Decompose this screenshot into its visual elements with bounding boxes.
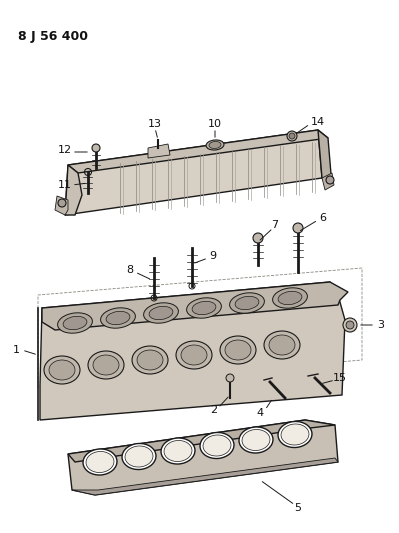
Polygon shape (68, 420, 335, 462)
Ellipse shape (206, 140, 224, 150)
Text: 6: 6 (320, 213, 326, 223)
Polygon shape (65, 165, 82, 215)
Ellipse shape (144, 303, 178, 323)
Ellipse shape (49, 360, 75, 380)
Polygon shape (55, 196, 68, 215)
Ellipse shape (220, 336, 256, 364)
Ellipse shape (192, 301, 216, 314)
Ellipse shape (326, 176, 334, 184)
Ellipse shape (343, 318, 357, 332)
Ellipse shape (161, 438, 195, 464)
Ellipse shape (181, 345, 207, 365)
Polygon shape (318, 130, 332, 186)
Ellipse shape (200, 432, 234, 458)
Ellipse shape (83, 449, 117, 475)
Text: 11: 11 (58, 180, 72, 190)
Text: 15: 15 (333, 373, 347, 383)
Text: 12: 12 (58, 145, 72, 155)
Polygon shape (40, 282, 345, 420)
Ellipse shape (187, 298, 221, 318)
Ellipse shape (235, 296, 259, 310)
Ellipse shape (86, 451, 114, 473)
Ellipse shape (203, 435, 231, 456)
Text: 13: 13 (148, 119, 162, 129)
Ellipse shape (92, 144, 100, 152)
Polygon shape (72, 458, 338, 495)
Ellipse shape (293, 223, 303, 233)
Text: 7: 7 (271, 220, 279, 230)
Ellipse shape (264, 331, 300, 359)
Text: 2: 2 (210, 405, 217, 415)
Ellipse shape (101, 308, 135, 328)
Ellipse shape (273, 288, 307, 308)
Ellipse shape (269, 335, 295, 355)
Polygon shape (42, 282, 348, 330)
Ellipse shape (106, 311, 130, 325)
Polygon shape (148, 144, 170, 158)
Ellipse shape (57, 313, 93, 333)
Polygon shape (68, 420, 338, 495)
Ellipse shape (226, 374, 234, 382)
Text: 8: 8 (126, 265, 134, 275)
Ellipse shape (225, 340, 251, 360)
Ellipse shape (278, 422, 312, 448)
Ellipse shape (88, 351, 124, 379)
Polygon shape (68, 130, 328, 173)
Ellipse shape (176, 341, 212, 369)
Ellipse shape (44, 356, 80, 384)
Ellipse shape (346, 321, 354, 329)
Polygon shape (65, 130, 322, 215)
Text: 9: 9 (209, 251, 217, 261)
Ellipse shape (253, 233, 263, 243)
Ellipse shape (122, 443, 156, 470)
Text: 8 J 56 400: 8 J 56 400 (18, 30, 88, 43)
Ellipse shape (149, 306, 173, 320)
Ellipse shape (239, 427, 273, 453)
Ellipse shape (242, 430, 270, 450)
Ellipse shape (132, 346, 168, 374)
Ellipse shape (278, 292, 302, 305)
Ellipse shape (289, 133, 295, 139)
Text: 10: 10 (208, 119, 222, 129)
Text: 4: 4 (257, 408, 264, 418)
Text: 14: 14 (311, 117, 325, 127)
Ellipse shape (137, 350, 163, 370)
Ellipse shape (164, 440, 192, 462)
Text: 3: 3 (377, 320, 385, 330)
Ellipse shape (63, 317, 87, 329)
Ellipse shape (229, 293, 265, 313)
Ellipse shape (58, 199, 66, 207)
Text: 1: 1 (12, 345, 20, 355)
Text: 5: 5 (294, 503, 302, 513)
Ellipse shape (209, 141, 221, 149)
Polygon shape (322, 173, 334, 190)
Ellipse shape (281, 424, 309, 445)
Ellipse shape (93, 355, 119, 375)
Ellipse shape (125, 446, 153, 467)
Ellipse shape (287, 131, 297, 141)
